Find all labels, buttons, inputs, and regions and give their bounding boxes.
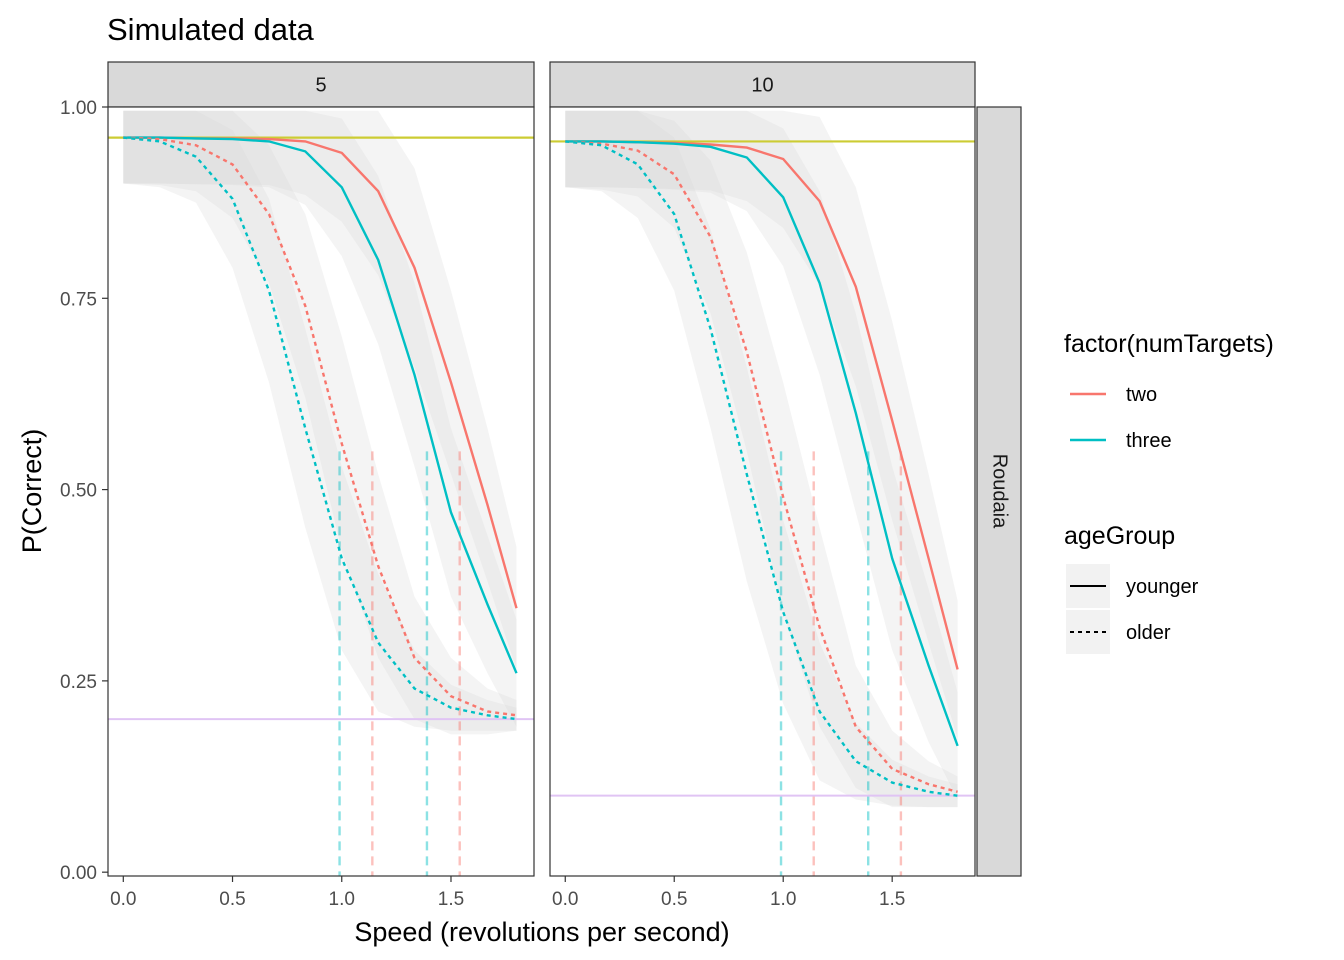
panel-background bbox=[108, 107, 534, 876]
x-tick-label: 0.0 bbox=[110, 889, 136, 910]
series-line-three-older bbox=[123, 136, 517, 721]
ribbon-three-younger bbox=[123, 110, 517, 727]
ribbon-two-older bbox=[565, 110, 958, 808]
y-tick-label: 0.25 bbox=[60, 672, 97, 693]
legend-label-younger: younger bbox=[1126, 576, 1199, 598]
y-tick-label: 0.50 bbox=[60, 481, 97, 502]
series-line-three-younger bbox=[123, 136, 518, 674]
legend-label-older: older bbox=[1126, 622, 1171, 644]
facet-strip-bg bbox=[107, 61, 535, 108]
ribbon-two-younger bbox=[123, 110, 517, 670]
facet-panel-10: 10 0.0 0.5 1.0 1.5 bbox=[549, 61, 976, 910]
x-tick-label: 1.5 bbox=[438, 889, 464, 910]
y-axis: 0.00 0.25 0.50 0.75 1.00 bbox=[60, 98, 108, 884]
series-line-two-older bbox=[565, 140, 958, 793]
x-axis-title: Speed (revolutions per second) bbox=[354, 917, 729, 947]
panel-background bbox=[550, 107, 975, 876]
x-tick-label: 1.0 bbox=[770, 889, 796, 910]
y-tick-label: 1.00 bbox=[60, 98, 97, 119]
series-line-three-older bbox=[565, 140, 958, 797]
x-tick-label: 0.0 bbox=[552, 889, 578, 910]
ribbon-three-older bbox=[123, 110, 517, 731]
facet-row-strip-bg bbox=[976, 106, 1022, 877]
facet-strip-label: 5 bbox=[315, 75, 326, 97]
legend-label-two: two bbox=[1126, 384, 1157, 406]
legend-color-title: factor(numTargets) bbox=[1064, 330, 1274, 358]
y-axis-title: P(Correct) bbox=[17, 429, 47, 554]
ribbon-two-older bbox=[123, 110, 517, 735]
series-line-three-younger bbox=[565, 140, 959, 747]
panel-border bbox=[549, 106, 976, 877]
ribbon-three-older bbox=[565, 110, 958, 808]
ribbon-three-younger bbox=[565, 110, 958, 800]
ribbon-two-younger bbox=[565, 110, 958, 739]
legend-label-three: three bbox=[1126, 430, 1172, 452]
x-tick-label: 0.5 bbox=[219, 889, 245, 910]
y-tick-label: 0.00 bbox=[60, 863, 97, 884]
facet-strip-label: 10 bbox=[751, 75, 773, 97]
series-line-two-older bbox=[123, 136, 517, 717]
facet-strip-bg bbox=[549, 61, 976, 108]
panel-border bbox=[107, 106, 535, 877]
chart-title: Simulated data bbox=[107, 12, 315, 47]
facet-panel-5: 5 0.0 0.5 1.0 1.5 bbox=[107, 61, 535, 910]
x-tick-label: 1.5 bbox=[879, 889, 905, 910]
x-tick-label: 1.0 bbox=[329, 889, 355, 910]
x-tick-label: 0.5 bbox=[661, 889, 687, 910]
facet-row-label: Roudaia bbox=[989, 454, 1011, 529]
legend-linetype-title: ageGroup bbox=[1064, 522, 1175, 550]
facet-row-strip: Roudaia bbox=[976, 106, 1022, 877]
legend: factor(numTargets) two three ageGroup yo… bbox=[1064, 330, 1274, 654]
y-tick-label: 0.75 bbox=[60, 289, 97, 310]
